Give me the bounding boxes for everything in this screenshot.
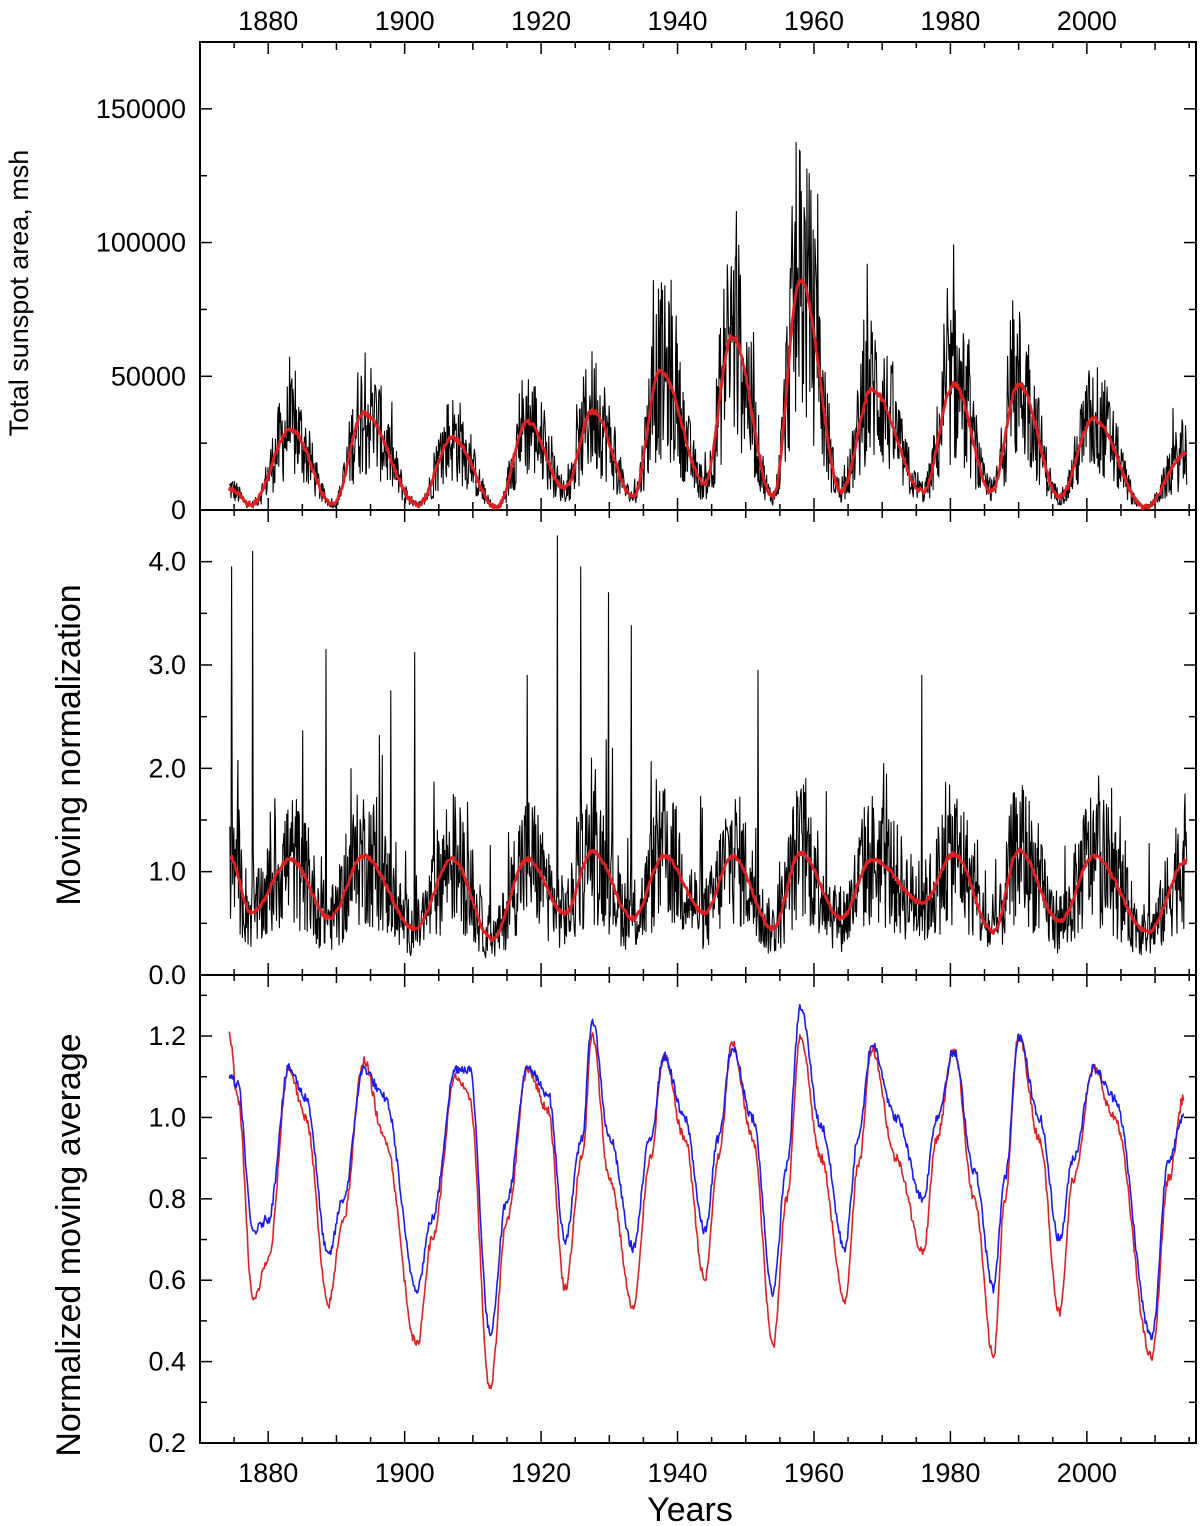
axis-labels: Total sunspot area, msh Moving normaliza… [4, 6, 1117, 1526]
top-ytick-label: 0 [171, 495, 186, 525]
x-tick-label-top: 1880 [238, 6, 298, 36]
x-tick-label-bottom: 2000 [1057, 1458, 1117, 1488]
plot-frames [199, 41, 1197, 1444]
bottom-ytick-label: 0.6 [148, 1265, 186, 1295]
top-ylabel: Total sunspot area, msh [4, 150, 34, 437]
x-tick-label-top: 1960 [784, 6, 844, 36]
top-ytick-label: 50000 [111, 361, 186, 391]
x-tick-label-top: 1980 [920, 6, 980, 36]
bottom-ytick-label: 0.8 [148, 1184, 186, 1214]
top-ytick-label: 100000 [96, 228, 186, 258]
x-tick-label-top: 1940 [647, 6, 707, 36]
x-tick-label-bottom: 1980 [920, 1458, 980, 1488]
middle-ytick-label: 1.0 [148, 857, 186, 887]
x-tick-label-bottom: 1960 [784, 1458, 844, 1488]
bottom-plot-frame [199, 974, 1197, 1444]
middle-series-0 [228, 535, 1188, 959]
bottom-ytick-label: 1.2 [148, 1021, 186, 1051]
x-axis-title: Years [647, 1491, 733, 1526]
middle-ytick-label: 3.0 [148, 650, 186, 680]
bottom-ytick-label: 1.0 [148, 1102, 186, 1132]
bottom-ytick-label: 0.4 [148, 1347, 186, 1377]
x-tick-label-bottom: 1900 [375, 1458, 435, 1488]
top-series-1 [227, 278, 1188, 511]
x-tick-label-top: 2000 [1057, 6, 1117, 36]
x-tick-label-bottom: 1880 [238, 1458, 298, 1488]
x-tick-label-bottom: 1940 [647, 1458, 707, 1488]
top-ytick-label: 150000 [96, 94, 186, 124]
x-tick-label-top: 1920 [511, 6, 571, 36]
middle-series-1 [228, 847, 1188, 943]
middle-ytick-label: 2.0 [148, 753, 186, 783]
middle-ytick-label: 4.0 [148, 547, 186, 577]
middle-ytick-label: 0.0 [148, 960, 186, 990]
data-series [227, 142, 1188, 1390]
bottom-series-1 [228, 1003, 1185, 1341]
x-tick-label-top: 1900 [375, 6, 435, 36]
bottom-ytick-label: 0.2 [148, 1428, 186, 1458]
x-tick-label-bottom: 1920 [511, 1458, 571, 1488]
middle-ylabel: Moving normalization [50, 584, 88, 905]
bottom-ylabel: Normalized moving average [50, 1033, 88, 1456]
